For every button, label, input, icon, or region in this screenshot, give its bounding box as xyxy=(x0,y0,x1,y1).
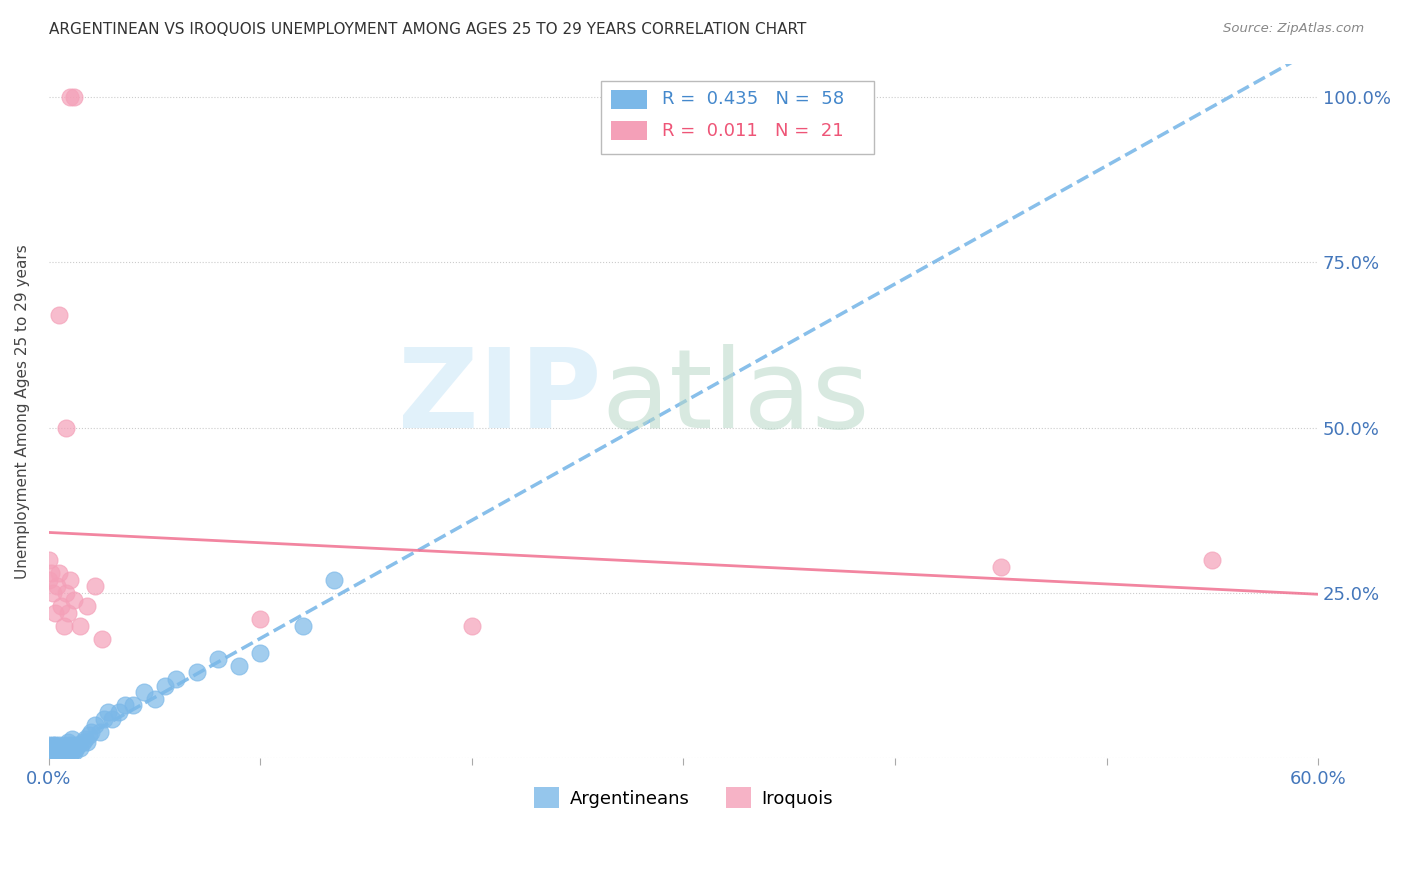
Point xyxy=(39,745,62,759)
Legend: Argentineans, Iroquois: Argentineans, Iroquois xyxy=(526,780,841,815)
Point xyxy=(207,652,229,666)
Point xyxy=(323,573,346,587)
Point xyxy=(46,741,69,756)
Point xyxy=(93,712,115,726)
Point xyxy=(42,586,65,600)
Point xyxy=(72,735,94,749)
Point xyxy=(52,751,75,765)
Point xyxy=(76,735,98,749)
Point xyxy=(38,738,60,752)
Point xyxy=(132,685,155,699)
Text: ARGENTINEAN VS IROQUOIS UNEMPLOYMENT AMONG AGES 25 TO 29 YEARS CORRELATION CHART: ARGENTINEAN VS IROQUOIS UNEMPLOYMENT AMO… xyxy=(49,22,807,37)
FancyBboxPatch shape xyxy=(612,121,647,140)
Point xyxy=(44,606,66,620)
Text: R =  0.435   N =  58: R = 0.435 N = 58 xyxy=(662,90,844,109)
Point xyxy=(63,738,86,752)
Point xyxy=(55,741,77,756)
Point xyxy=(69,741,91,756)
Point xyxy=(38,573,60,587)
Point xyxy=(59,573,82,587)
Point xyxy=(63,745,86,759)
Point xyxy=(59,738,82,752)
Point xyxy=(107,705,129,719)
Point xyxy=(76,599,98,614)
Text: R =  0.011   N =  21: R = 0.011 N = 21 xyxy=(662,121,844,140)
Point xyxy=(39,751,62,765)
Point xyxy=(97,705,120,719)
Point xyxy=(46,747,69,762)
Point xyxy=(59,747,82,762)
Point xyxy=(38,741,60,756)
Point xyxy=(143,691,166,706)
Point xyxy=(89,725,111,739)
Point xyxy=(77,728,100,742)
Point xyxy=(55,747,77,762)
Point xyxy=(38,747,60,762)
Point xyxy=(461,619,484,633)
FancyBboxPatch shape xyxy=(600,81,875,154)
Point xyxy=(42,747,65,762)
Point xyxy=(291,619,314,633)
Point xyxy=(249,612,271,626)
Point xyxy=(60,745,83,759)
Point xyxy=(56,606,79,620)
Point xyxy=(153,679,176,693)
Text: ZIP: ZIP xyxy=(398,343,600,450)
Point xyxy=(44,751,66,765)
Point xyxy=(52,738,75,752)
Y-axis label: Unemployment Among Ages 25 to 29 years: Unemployment Among Ages 25 to 29 years xyxy=(15,244,30,579)
Point xyxy=(84,718,107,732)
Point xyxy=(48,566,70,581)
Text: Source: ZipAtlas.com: Source: ZipAtlas.com xyxy=(1223,22,1364,36)
Point xyxy=(38,751,60,765)
Point xyxy=(60,731,83,746)
Point xyxy=(73,731,96,746)
Point xyxy=(42,745,65,759)
Point xyxy=(1201,553,1223,567)
Point xyxy=(186,665,208,680)
Point xyxy=(51,747,73,762)
Point xyxy=(51,599,73,614)
Point xyxy=(55,421,77,435)
Point xyxy=(42,738,65,752)
Point xyxy=(80,725,103,739)
Point xyxy=(67,738,90,752)
Point xyxy=(90,632,112,647)
Point xyxy=(48,309,70,323)
Point xyxy=(990,559,1012,574)
Point xyxy=(63,90,86,104)
Point xyxy=(38,553,60,567)
FancyBboxPatch shape xyxy=(612,90,647,109)
Point xyxy=(69,619,91,633)
Point xyxy=(44,738,66,752)
Point xyxy=(165,672,187,686)
Point xyxy=(84,579,107,593)
Point xyxy=(48,738,70,752)
Point xyxy=(51,741,73,756)
Point xyxy=(38,745,60,759)
Point xyxy=(228,658,250,673)
Point xyxy=(39,566,62,581)
Point xyxy=(63,592,86,607)
Point xyxy=(56,745,79,759)
Point xyxy=(56,735,79,749)
Point xyxy=(65,741,87,756)
Point xyxy=(48,751,70,765)
Text: atlas: atlas xyxy=(600,343,869,450)
Point xyxy=(48,745,70,759)
Point xyxy=(114,698,136,713)
Point xyxy=(122,698,145,713)
Point xyxy=(59,90,82,104)
Point xyxy=(55,586,77,600)
Point xyxy=(44,745,66,759)
Point xyxy=(249,646,271,660)
Point xyxy=(101,712,124,726)
Point xyxy=(52,619,75,633)
Point xyxy=(46,579,69,593)
